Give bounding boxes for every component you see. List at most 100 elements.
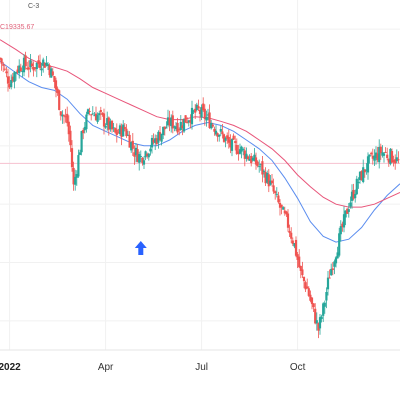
candle-body [338,233,341,256]
candle-body [114,128,117,133]
candle-body [318,317,322,329]
candle-body [358,171,362,180]
candle-body [165,127,168,129]
candle-body [173,126,176,128]
candle-body [163,126,166,130]
candle-body [354,193,357,199]
candle-body [336,252,339,259]
candle-body [266,172,269,183]
candle-body [54,80,58,90]
candle-body [59,111,62,116]
candle-body [293,243,296,247]
candle-body [86,109,90,115]
candle-body [334,257,338,264]
candle-body [342,214,346,228]
candle-body [64,116,67,118]
candle-body [37,60,40,64]
candle-body [142,160,146,165]
candle-body [186,122,189,124]
candle-body [16,69,19,73]
up-arrow-icon [134,241,147,255]
candle-body [34,67,37,69]
candle-body [78,152,82,155]
candle-body [120,126,123,138]
moving-average-slow-line [0,39,400,208]
x-tick-label: Apr [98,362,114,373]
candle-body [363,169,366,173]
candle-body [229,140,232,148]
candle-body [94,113,98,121]
candle-body [11,76,14,81]
candle-body [357,182,360,184]
candle-body [179,121,182,131]
x-tick-label: Jul [195,362,208,373]
candle-body [62,115,66,117]
candle-body [112,127,115,129]
candle-body [0,58,3,64]
candle-body [21,71,24,73]
candle-body [285,211,288,215]
candle-body [339,226,342,235]
candle-body [30,63,34,67]
candle-body [136,149,139,162]
candle-body [128,134,131,148]
candle-body [70,148,74,168]
candle-body [378,146,381,163]
candle-body [325,292,328,301]
candle-body [154,138,157,143]
candle-body [192,110,195,112]
candle-body [222,134,226,142]
candle-body [158,132,162,141]
candle-body [323,302,326,307]
candle-body [168,118,171,126]
candle-body [365,169,368,171]
candle-body [123,126,126,129]
candle-body [189,119,192,123]
candle-body [294,239,298,256]
candle-body [267,174,270,187]
candle-body [38,61,42,68]
candle-body [139,156,142,158]
candle-body [152,139,155,143]
candle-body [118,125,122,135]
candle-body [147,153,150,158]
candle-body [330,268,333,276]
candle-body [331,268,334,271]
candle-body [312,303,315,308]
candle-body [360,171,363,181]
candle-body [371,155,374,159]
candle-body [381,152,384,156]
candle-body [171,115,174,129]
candle-body [162,126,165,136]
candle-body [278,202,282,208]
candle-body [141,157,144,163]
candle-body [182,118,186,132]
candle-body [211,124,214,127]
candle-body [314,308,317,324]
candle-body [77,155,80,177]
candle-body [288,230,291,234]
candle-body [178,129,181,131]
candle-body [282,207,285,210]
candle-body [346,208,349,214]
candle-body [166,117,170,126]
candle-body [370,152,373,155]
candle-body [355,178,358,195]
candle-body [45,62,48,66]
candle-body [384,151,387,153]
candle-body [216,133,219,137]
candle-body [83,126,86,131]
candle-body [269,180,272,185]
candle-body [2,64,5,66]
candle-body [61,114,64,117]
moving-averages [0,39,400,243]
legend-value: C19335.67 [0,24,34,31]
candle-body [181,125,184,129]
candle-body [133,152,136,157]
candle-body [144,151,147,158]
candle-body [48,65,51,76]
candle-body [42,59,45,66]
candle-body [29,60,32,68]
candle-body [376,153,379,161]
candle-body [67,121,70,135]
